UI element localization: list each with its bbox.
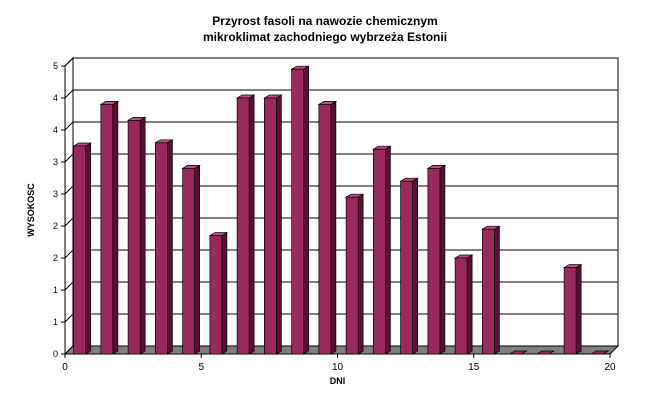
y-tick-label: 1 — [53, 285, 58, 295]
gridline — [64, 153, 618, 163]
bar — [264, 97, 277, 355]
bar — [535, 350, 556, 355]
bar — [482, 228, 495, 355]
x-tick-label: 15 — [468, 362, 480, 373]
bar-side — [439, 164, 446, 355]
gridline — [64, 57, 618, 67]
bar-side — [221, 231, 228, 355]
chart-title: Przyrost fasoli na nawozie chemicznym — [212, 14, 438, 28]
bar — [508, 350, 528, 355]
bar — [100, 104, 114, 355]
bar — [427, 168, 441, 355]
y-tick-label: 0 — [53, 349, 58, 359]
bar — [400, 180, 413, 355]
y-tick-label: 1 — [53, 317, 58, 327]
bar-side — [276, 94, 282, 355]
bar — [291, 68, 304, 355]
bar-side — [575, 263, 582, 355]
y-tick-label: 2 — [53, 221, 58, 231]
bar-side — [139, 116, 146, 355]
bar-side — [466, 254, 473, 355]
bar-side — [412, 177, 418, 355]
y-tick-label: 3 — [53, 189, 58, 199]
bar-side — [248, 94, 255, 355]
y-axis-title: WYSOKOSC — [26, 183, 36, 237]
bar — [590, 350, 610, 355]
gridline — [64, 89, 618, 99]
bar-side — [167, 139, 173, 355]
bar — [318, 104, 332, 355]
bar-side — [357, 193, 364, 355]
bar — [155, 142, 168, 355]
bar — [182, 168, 195, 355]
bar — [73, 145, 86, 355]
x-tick-label: 10 — [332, 362, 344, 373]
bar-side — [112, 100, 119, 355]
y-tick-label: 4 — [53, 93, 58, 103]
x-tick-label: 20 — [604, 362, 616, 373]
bar — [127, 120, 141, 355]
bar — [209, 235, 223, 355]
y-tick-label: 5 — [53, 61, 58, 71]
bar-side — [494, 225, 500, 355]
bar — [563, 267, 577, 355]
bar-side — [330, 100, 337, 355]
y-tick-label: 4 — [53, 125, 58, 135]
side-wall — [64, 56, 74, 356]
y-tick-label: 3 — [53, 157, 58, 167]
bar — [236, 97, 250, 355]
back-wall — [72, 57, 619, 347]
bar-side — [85, 142, 91, 355]
x-tick-label: 5 — [198, 362, 204, 373]
gridline — [64, 121, 618, 131]
bar — [454, 257, 468, 355]
bar-side — [303, 65, 309, 355]
bar — [373, 148, 386, 355]
x-axis-title: DNI — [330, 376, 346, 386]
y-tick-label: 2 — [53, 253, 58, 263]
chart-subtitle: mikroklimat zachodniego wybrzeża Estonii — [202, 30, 448, 44]
x-tick-label: 0 — [62, 362, 68, 373]
bar-side — [385, 145, 391, 355]
floor — [63, 345, 620, 355]
bar — [345, 196, 359, 355]
bar-side — [194, 164, 200, 355]
